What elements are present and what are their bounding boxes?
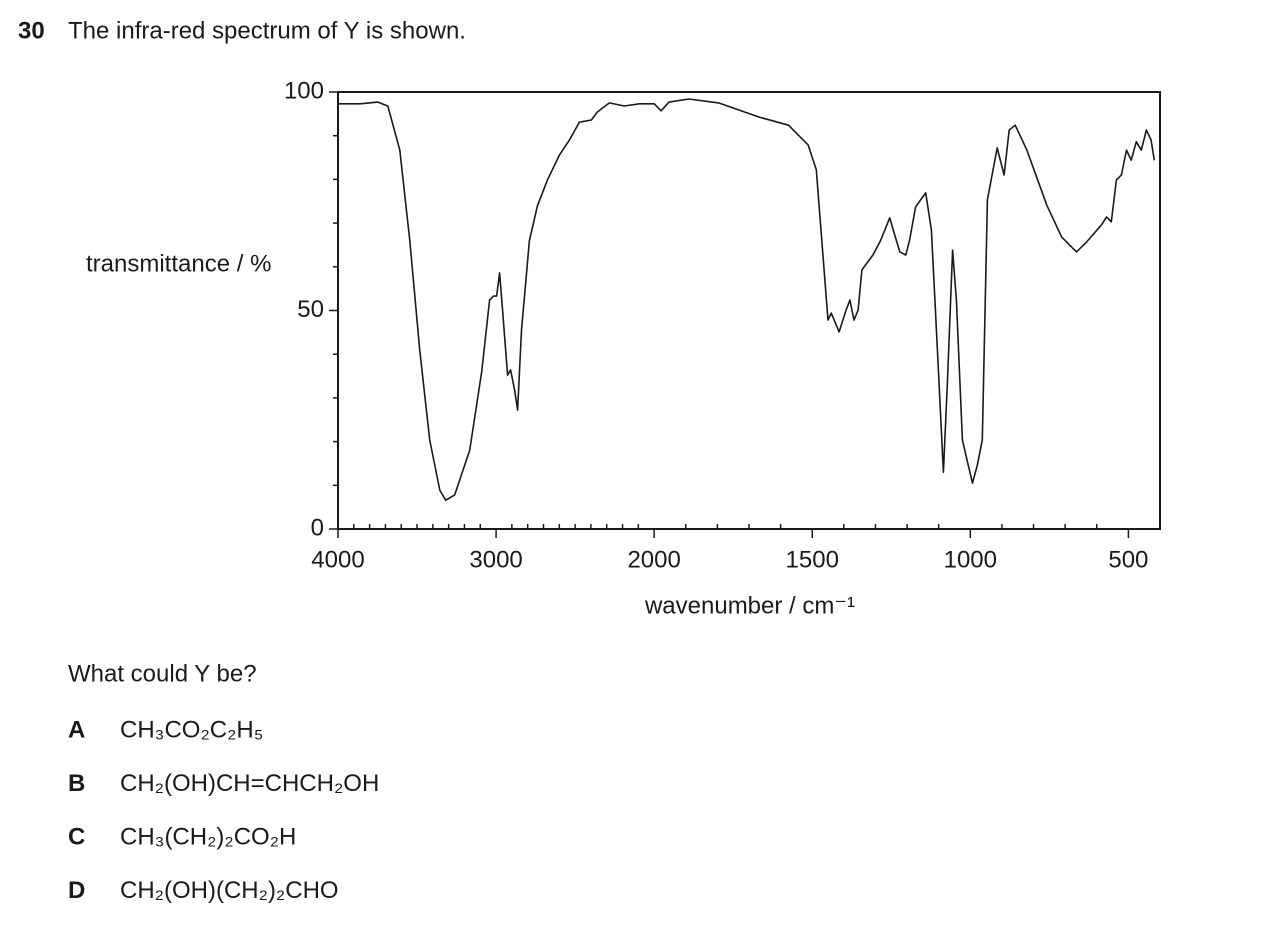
option-formula: CH₃CO₂C₂H₅ — [120, 716, 263, 743]
y-axis-label: transmittance / % — [86, 250, 271, 277]
option-letter: C — [68, 823, 85, 850]
option-formula: CH₂(OH)(CH₂)₂CHO — [120, 877, 339, 904]
option-letter: B — [68, 770, 85, 797]
question-number: 30 — [18, 17, 45, 44]
question-prompt: What could Y be? — [68, 660, 257, 687]
option-letter: D — [68, 877, 85, 904]
y-tick-label: 50 — [297, 296, 324, 323]
x-tick-label: 500 — [1108, 546, 1148, 573]
x-tick-label: 3000 — [469, 546, 522, 573]
x-tick-label: 1500 — [786, 546, 839, 573]
spectrum-line — [338, 98, 1156, 501]
plot-frame — [337, 91, 1161, 530]
option-formula: CH₃(CH₂)₂CO₂H — [120, 823, 296, 850]
x-axis-label: wavenumber / cm⁻¹ — [644, 592, 855, 619]
x-tick-label: 2000 — [627, 546, 680, 573]
y-tick-label: 0 — [311, 514, 324, 541]
x-tick-label: 1000 — [944, 546, 997, 573]
x-tick-label: 4000 — [311, 546, 364, 573]
option-formula: CH₂(OH)CH=CHCH₂OH — [120, 770, 379, 797]
y-tick-label: 100 — [284, 77, 324, 104]
question-text: The infra-red spectrum of Y is shown. — [68, 17, 466, 44]
option-letter: A — [68, 716, 85, 743]
